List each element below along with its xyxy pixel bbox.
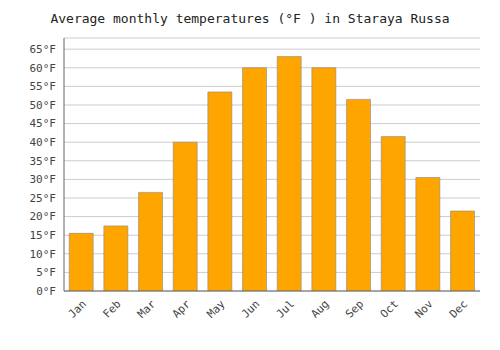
svg-text:15°F: 15°F	[30, 229, 57, 242]
svg-text:Jun: Jun	[239, 297, 262, 320]
svg-text:Nov: Nov	[412, 297, 436, 321]
svg-text:Mar: Mar	[135, 297, 159, 321]
svg-text:10°F: 10°F	[30, 248, 57, 261]
svg-text:35°F: 35°F	[30, 155, 57, 168]
svg-text:50°F: 50°F	[30, 99, 57, 112]
svg-text:0°F: 0°F	[36, 285, 56, 298]
svg-text:55°F: 55°F	[30, 80, 57, 93]
svg-text:30°F: 30°F	[30, 173, 57, 186]
svg-text:Dec: Dec	[447, 297, 470, 320]
svg-text:Apr: Apr	[170, 297, 194, 321]
svg-text:45°F: 45°F	[30, 117, 57, 130]
svg-text:Aug: Aug	[308, 297, 331, 320]
svg-text:Feb: Feb	[100, 297, 123, 320]
svg-text:Jul: Jul	[274, 297, 297, 320]
html-text:Average monthly temperatures (: Average monthly temperatures (°F ) in St…	[50, 11, 450, 26]
svg-text:20°F: 20°F	[30, 210, 57, 223]
svg-text:Sep: Sep	[343, 297, 366, 320]
svg-text:Oct: Oct	[378, 297, 401, 320]
svg-text:25°F: 25°F	[30, 192, 57, 205]
svg-text:May: May	[204, 297, 228, 321]
svg-text:65°F: 65°F	[30, 43, 57, 56]
svg-text:Jan: Jan	[66, 297, 89, 320]
svg-text:5°F: 5°F	[36, 266, 56, 279]
svg-text:40°F: 40°F	[30, 136, 57, 149]
svg-text:60°F: 60°F	[30, 62, 57, 75]
